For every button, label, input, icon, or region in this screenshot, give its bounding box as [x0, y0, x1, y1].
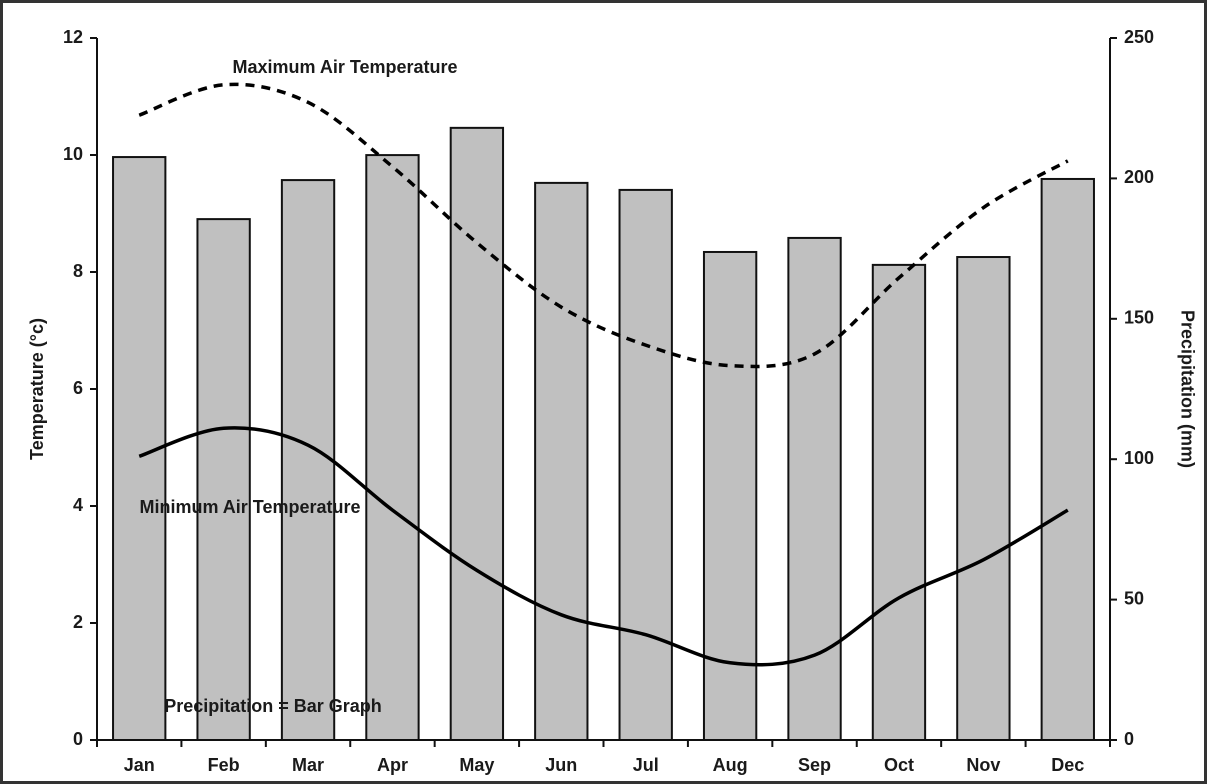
y2-tick-label: 200 [1124, 167, 1154, 187]
y-tick-label: 8 [73, 261, 83, 281]
x-tick-label: Dec [1051, 755, 1084, 775]
x-tick-label: Jul [633, 755, 659, 775]
y-tick-label: 12 [63, 27, 83, 47]
x-tick-label: Feb [208, 755, 240, 775]
bar [1040, 177, 1095, 741]
bar [449, 126, 505, 741]
x-tick-label: Mar [292, 755, 324, 775]
x-tick-label: Apr [377, 755, 408, 775]
x-tick-label: Jan [124, 755, 155, 775]
x-tick-label: Oct [884, 755, 914, 775]
y-tick-label: 2 [73, 612, 83, 632]
y2-tick-label: 100 [1124, 448, 1154, 468]
y-tick-label: 0 [73, 729, 83, 749]
bar [618, 188, 673, 742]
x-tick-label: Jun [545, 755, 577, 775]
bar [871, 263, 927, 741]
series-label: Minimum Air Temperature [139, 497, 360, 517]
bar [702, 250, 758, 741]
line [138, 82, 1069, 369]
y2-tick-label: 0 [1124, 729, 1134, 749]
series-label: Precipitation = Bar Graph [164, 696, 382, 716]
bar [196, 218, 251, 741]
bar [787, 236, 842, 741]
x-tick-label: Aug [713, 755, 748, 775]
line [138, 426, 1069, 667]
x-tick-label: Nov [966, 755, 1000, 775]
y-tick-label: 10 [63, 144, 83, 164]
y-tick-label: 4 [73, 495, 83, 515]
y2-tick-label: 50 [1124, 588, 1144, 608]
y2-tick-label: 150 [1124, 308, 1154, 328]
bar [956, 256, 1011, 741]
x-tick-label: Sep [798, 755, 831, 775]
bar [534, 181, 589, 741]
y2-axis-label: Precipitation (mm) [1177, 310, 1197, 468]
y2-tick-label: 250 [1124, 27, 1154, 47]
x-tick-label: May [459, 755, 494, 775]
y-axis-label: Temperature (°c) [27, 318, 47, 460]
bar [280, 179, 336, 742]
bar [365, 154, 420, 741]
y-tick-label: 6 [73, 378, 83, 398]
series-label: Maximum Air Temperature [232, 57, 457, 77]
